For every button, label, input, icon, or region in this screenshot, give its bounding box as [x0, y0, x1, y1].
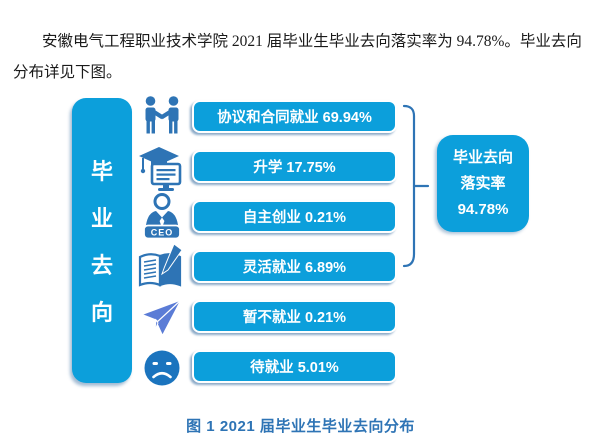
ceo-badge-text: CEO	[151, 228, 174, 238]
destination-bar-contract-employment: 协议和合同就业 69.94%	[192, 100, 397, 133]
ceo-icon: CEO	[136, 192, 188, 242]
handshake-icon	[136, 92, 188, 142]
paragraph-line-2: 分布详见下图。	[13, 63, 122, 81]
implementation-rate-box: 毕业去向 落实率 94.78%	[437, 135, 529, 232]
sad-face-icon	[136, 343, 188, 393]
further-study-icon	[136, 143, 188, 193]
graduation-destination-pill: 毕 业 去 向	[72, 98, 132, 383]
summary-line-3: 94.78%	[457, 200, 509, 218]
destination-bar-self-employment: 自主创业 0.21%	[192, 200, 397, 233]
book-pen-icon	[136, 242, 188, 292]
figure-caption: 图 1 2021 届毕业生毕业去向分布	[186, 418, 415, 435]
destination-bar-not-employed-yet: 暂不就业 0.21%	[192, 300, 397, 333]
destination-bar-awaiting-employment: 待就业 5.01%	[192, 350, 397, 383]
group-bracket	[402, 104, 430, 268]
pill-char-4: 向	[90, 300, 113, 325]
pill-char-2: 业	[90, 206, 113, 231]
pill-char-3: 去	[90, 253, 113, 278]
destination-bar-flexible-employment: 灵活就业 6.89%	[192, 250, 397, 283]
body-paragraph: 安徽电气工程职业技术学院 2021 届毕业生毕业去向落实率为 94.78%。毕业…	[13, 26, 591, 88]
destination-bar-further-study: 升学 17.75%	[192, 150, 397, 183]
paper-plane-icon	[136, 293, 188, 343]
summary-line-2: 落实率	[460, 174, 506, 192]
paragraph-line-1: 安徽电气工程职业技术学院 2021 届毕业生毕业去向落实率为 94.78%。毕业…	[42, 32, 582, 50]
pill-char-1: 毕	[90, 159, 113, 184]
summary-line-1: 毕业去向	[452, 148, 513, 166]
